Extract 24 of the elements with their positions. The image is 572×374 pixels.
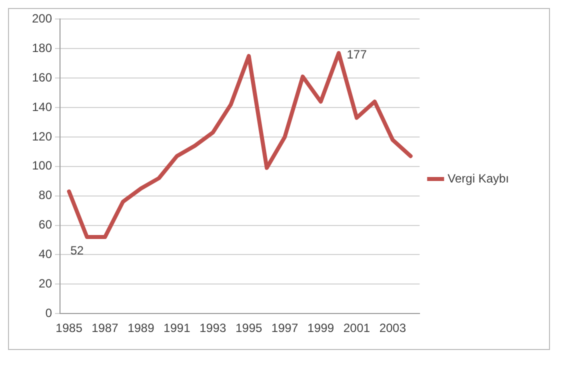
x-tick-label: 1985 xyxy=(56,321,83,336)
y-tick-label: 100 xyxy=(32,158,52,173)
y-tick-label: 20 xyxy=(38,276,52,290)
y-tick-label: 200 xyxy=(32,12,52,26)
data-label: 52 xyxy=(70,243,84,258)
x-tick-label: 1993 xyxy=(200,321,227,336)
y-tick-label: 40 xyxy=(38,247,52,262)
x-tick-label: 1995 xyxy=(235,321,262,336)
y-tick-label: 180 xyxy=(32,40,52,55)
x-tick-label: 1999 xyxy=(307,321,334,336)
x-tick-label: 2003 xyxy=(379,321,406,336)
x-tick-label: 1991 xyxy=(164,321,191,336)
y-tick-label: 0 xyxy=(45,306,52,320)
y-tick-label: 160 xyxy=(32,70,52,84)
x-tick-label: 1987 xyxy=(92,321,119,336)
y-tick-label: 140 xyxy=(32,100,52,114)
x-tick-label: 1989 xyxy=(128,321,155,336)
data-label: 177 xyxy=(346,47,368,62)
x-tick-label: 1997 xyxy=(271,321,298,336)
legend-label: Vergi Kaybı xyxy=(448,171,510,186)
y-tick-label: 80 xyxy=(38,188,52,202)
y-tick-label: 60 xyxy=(38,218,52,232)
x-tick-label: 2001 xyxy=(343,321,370,336)
y-tick-label: 120 xyxy=(32,129,52,144)
